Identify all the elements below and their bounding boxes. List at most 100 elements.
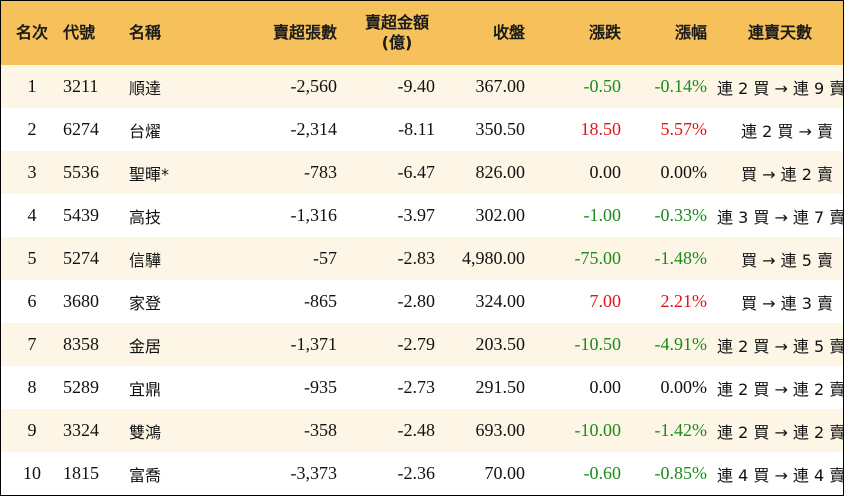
table-row: 1 3211 順達 -2,560 -9.40 367.00 -0.50 -0.14% 連 2 買…: [1, 65, 844, 108]
cell-change: 0.00: [589, 377, 622, 397]
cell-change-pct: 2.21%: [660, 291, 708, 311]
cell-streak: 連 2 買 → 連 9 賣: [717, 78, 844, 98]
cell-change-pct: -0.33%: [654, 205, 708, 225]
cell-change-pct: -4.91%: [654, 334, 708, 354]
cell-close: 302.00: [475, 205, 526, 225]
cell-change: -0.60: [583, 463, 622, 483]
cell-close: 693.00: [475, 420, 526, 440]
cell-streak: 連 2 買 → 連 5 賣: [717, 336, 844, 356]
cell-sell-amount: -2.36: [397, 463, 436, 483]
cell-sell-amount: -3.97: [397, 205, 436, 225]
cell-change-pct: 0.00%: [660, 377, 708, 397]
cell-streak: 連 2 買 → 連 2 賣: [717, 379, 844, 399]
cell-change-pct: 5.57%: [660, 119, 708, 139]
cell-change: -0.50: [583, 76, 622, 96]
cell-rank: 6: [27, 291, 37, 311]
table-row: 5 5274 信驊 -57 -2.83 4,980.00 -75.00 -1.48% 買 → 連…: [1, 237, 843, 280]
cell-name: 順達: [129, 78, 162, 98]
cell-rank: 10: [23, 463, 41, 483]
cell-code: 1815: [63, 463, 99, 483]
cell-change: 0.00: [589, 162, 622, 182]
cell-code: 6274: [63, 119, 99, 139]
cell-name: 聖暉*: [129, 164, 170, 184]
cell-name: 高技: [129, 207, 162, 227]
cell-code: 5274: [63, 248, 99, 268]
header-code: 代號: [63, 23, 96, 42]
table-row: 7 8358 金居 -1,371 -2.79 203.50 -10.50 -4.91% 連 2 …: [1, 323, 844, 366]
cell-sell-amount: -2.73: [397, 377, 436, 397]
header-sell-amount-line2: (億): [381, 33, 413, 52]
cell-change-pct: -0.85%: [654, 463, 708, 483]
cell-sell-lots: -2,314: [290, 119, 338, 139]
cell-change-pct: -1.48%: [654, 248, 708, 268]
cell-rank: 7: [27, 334, 37, 354]
table-body: 1 3211 順達 -2,560 -9.40 367.00 -0.50 -0.14% 連 2 買…: [1, 65, 844, 495]
cell-sell-amount: -8.11: [398, 119, 435, 139]
header-close: 收盤: [492, 23, 525, 42]
cell-sell-lots: -57: [313, 248, 337, 268]
cell-code: 5536: [63, 162, 99, 182]
table-row: 10 1815 富喬 -3,373 -2.36 70.00 -0.60 -0.85% 連 4 買…: [1, 452, 844, 495]
cell-code: 5289: [63, 377, 99, 397]
cell-rank: 5: [27, 248, 37, 268]
cell-sell-lots: -1,371: [290, 334, 338, 354]
cell-code: 3211: [63, 76, 99, 96]
cell-sell-lots: -935: [304, 377, 337, 397]
cell-streak: 連 4 買 → 連 4 賣: [717, 465, 844, 485]
cell-sell-lots: -1,316: [290, 205, 338, 225]
cell-name: 家登: [129, 293, 162, 313]
cell-sell-amount: -6.47: [397, 162, 436, 182]
cell-change-pct: -1.42%: [654, 420, 708, 440]
cell-name: 金居: [129, 336, 162, 356]
cell-streak: 連 2 買 → 連 2 賣: [717, 422, 844, 442]
cell-close: 826.00: [475, 162, 526, 182]
cell-streak: 買 → 連 2 賣: [741, 164, 833, 184]
cell-close: 291.50: [475, 377, 526, 397]
header-change: 漲跌: [588, 23, 621, 42]
header-name: 名稱: [129, 23, 162, 42]
header-streak: 連賣天數: [747, 23, 812, 42]
cell-name: 宜鼎: [129, 379, 162, 399]
cell-close: 203.50: [475, 334, 526, 354]
cell-change: -1.00: [583, 205, 622, 225]
cell-rank: 9: [27, 420, 37, 440]
cell-streak: 買 → 連 3 賣: [741, 293, 833, 313]
cell-change: 7.00: [589, 291, 622, 311]
cell-close: 350.50: [475, 119, 526, 139]
cell-change: 18.50: [580, 119, 622, 139]
cell-close: 367.00: [475, 76, 526, 96]
cell-streak: 連 2 買 → 賣: [741, 121, 833, 141]
cell-rank: 4: [27, 205, 37, 225]
cell-rank: 2: [27, 119, 37, 139]
cell-sell-amount: -2.80: [397, 291, 436, 311]
cell-name: 台燿: [129, 121, 162, 141]
table-row: 2 6274 台燿 -2,314 -8.11 350.50 18.50 5.57% 連 2 買 …: [1, 108, 843, 151]
cell-change: -75.00: [574, 248, 622, 268]
cell-streak: 買 → 連 5 賣: [741, 250, 833, 270]
cell-rank: 1: [27, 76, 37, 96]
cell-change-pct: 0.00%: [660, 162, 708, 182]
cell-name: 信驊: [129, 250, 162, 270]
cell-name: 富喬: [129, 465, 162, 485]
header-change-pct: 漲幅: [674, 23, 707, 42]
cell-sell-amount: -2.48: [397, 420, 436, 440]
cell-close: 4,980.00: [462, 248, 525, 268]
cell-rank: 3: [27, 162, 37, 182]
header-sell-amount: 賣超金額 (億): [347, 1, 447, 65]
header-rank: 名次: [15, 23, 48, 42]
cell-sell-lots: -3,373: [290, 463, 338, 483]
header-sell-lots: 賣超張數: [272, 23, 337, 42]
cell-code: 3680: [63, 291, 99, 311]
cell-sell-amount: -2.79: [397, 334, 436, 354]
header-sell-amount-line1: 賣超金額: [364, 13, 429, 32]
cell-change: -10.50: [574, 334, 622, 354]
table-row: 9 3324 雙鴻 -358 -2.48 693.00 -10.00 -1.42% 連 2 買 …: [1, 409, 844, 452]
cell-code: 3324: [63, 420, 99, 440]
cell-change: -10.00: [574, 420, 622, 440]
cell-sell-lots: -865: [304, 291, 337, 311]
cell-streak: 連 3 買 → 連 7 賣: [717, 207, 844, 227]
cell-sell-amount: -2.83: [397, 248, 436, 268]
cell-sell-lots: -783: [304, 162, 337, 182]
